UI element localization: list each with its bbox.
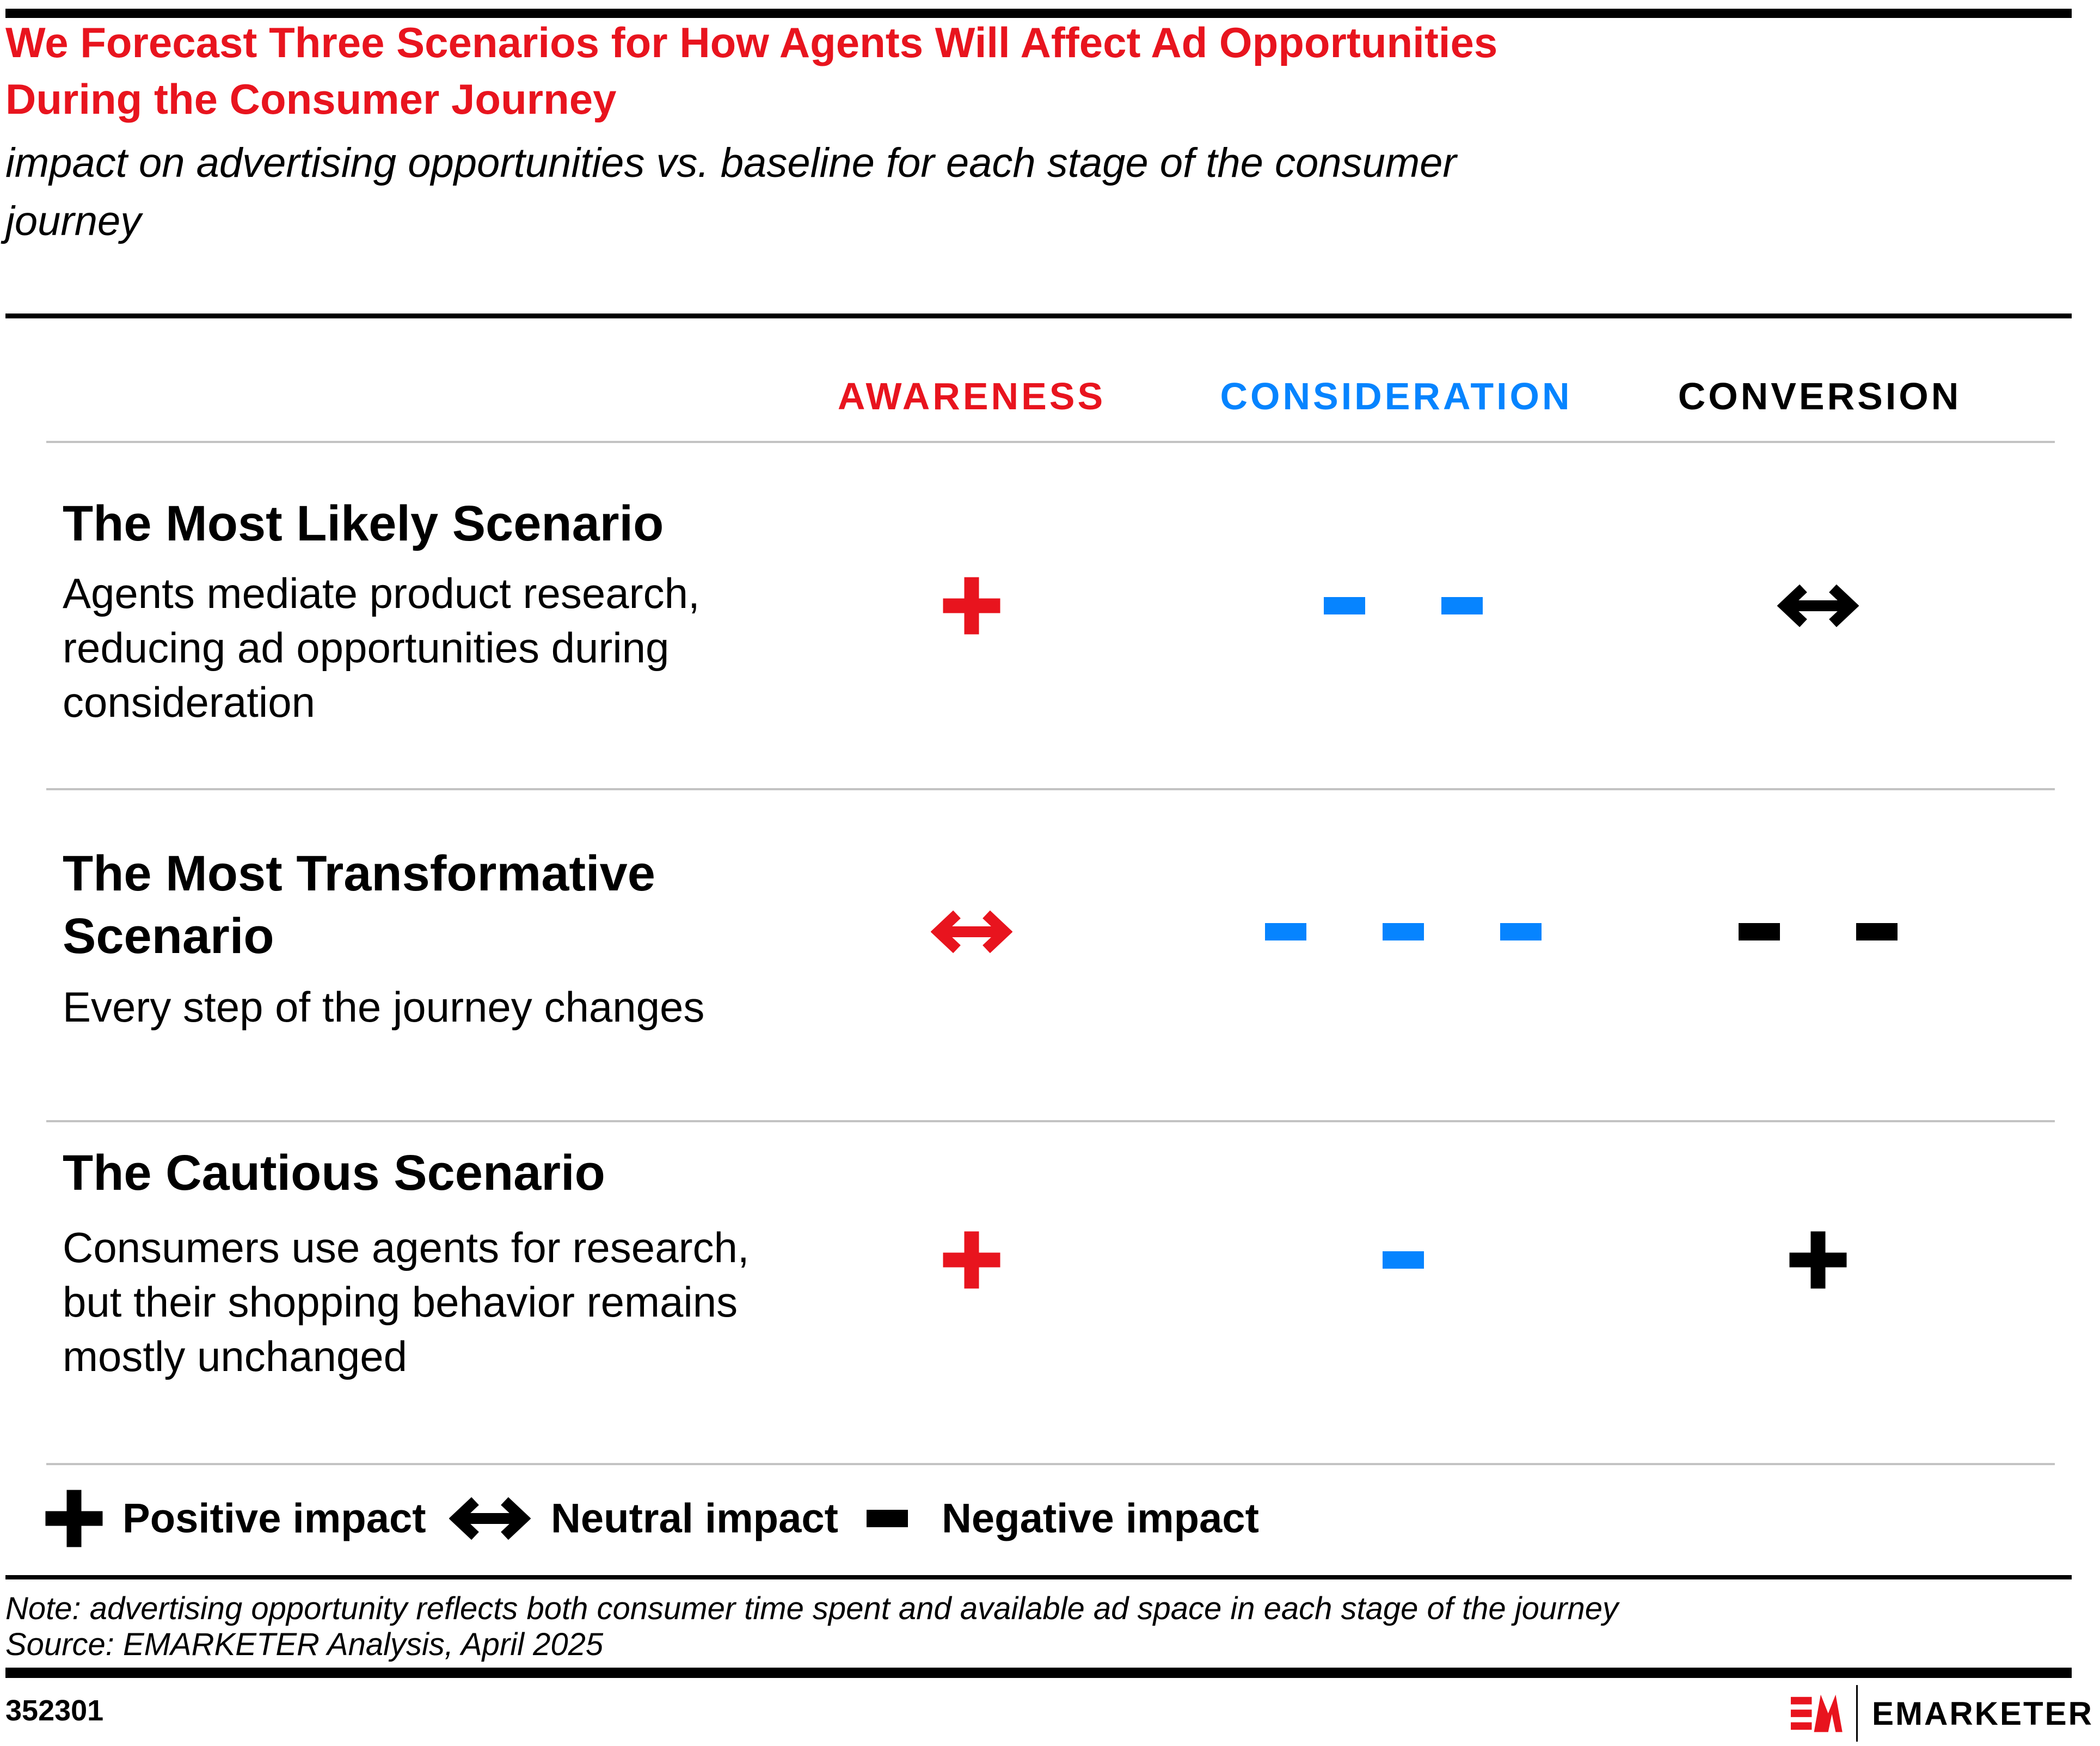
scenario-3-description: Consumers use agents for research, but t…	[63, 1224, 750, 1380]
minus-icon	[1500, 923, 1542, 940]
scenario-1-awareness-symbols	[943, 577, 1000, 635]
scenario-1-heading: The Most Likely Scenario	[63, 496, 664, 551]
chart-id: 352301	[5, 1694, 104, 1727]
source-text: Source: EMARKETER Analysis, April 2025	[5, 1627, 604, 1662]
chart-subtitle: impact on advertising opportunities vs. …	[5, 140, 1457, 244]
emarketer-logo-mark-icon	[1791, 1694, 1843, 1732]
legend-neutral-label: Neutral impact	[551, 1495, 838, 1542]
scenario-2-heading: The Most Transformative Scenario	[63, 846, 655, 964]
footer-bar	[5, 1668, 2072, 1678]
minus-icon	[1383, 1251, 1424, 1269]
scenario-1-description: Agents mediate product research, reducin…	[63, 569, 700, 726]
column-header-conversion: CONVERSION	[1678, 375, 1962, 417]
column-header-awareness: AWARENESS	[837, 375, 1106, 417]
minus-icon	[867, 1510, 908, 1527]
scenario-3-consideration-symbols	[1383, 1251, 1424, 1269]
minus-icon	[1441, 597, 1483, 614]
plus-icon	[1789, 1231, 1847, 1289]
emarketer-logotype: EMARKETER	[1871, 1695, 2093, 1732]
row-separator	[46, 441, 2055, 443]
row-separator	[46, 1120, 2055, 1122]
scenario-3-heading: The Cautious Scenario	[63, 1145, 605, 1201]
double-arrow-icon	[449, 1497, 531, 1540]
scenario-1-conversion-symbols	[1777, 583, 1859, 629]
scenario-2-conversion-symbols	[1739, 923, 1898, 940]
legend-negative-label: Negative impact	[942, 1495, 1259, 1542]
scenario-2-description: Every step of the journey changes	[63, 983, 705, 1031]
scenario-3-conversion-symbols	[1789, 1231, 1847, 1289]
minus-icon	[1265, 923, 1306, 940]
scenario-2-consideration-symbols	[1265, 923, 1542, 940]
chart-title: We Forecast Three Scenarios for How Agen…	[5, 19, 1498, 123]
plus-icon	[943, 1231, 1000, 1289]
neutral-impact-icon	[449, 1496, 531, 1541]
legend-positive-label: Positive impact	[122, 1495, 426, 1542]
divider-above-note	[5, 1575, 2072, 1579]
double-arrow-icon	[931, 910, 1012, 954]
minus-icon	[1383, 923, 1424, 940]
logo-divider	[1856, 1685, 1858, 1742]
emarketer-logo: EMARKETER	[1791, 1685, 2093, 1742]
divider-under-subtitle	[5, 313, 2072, 318]
double-arrow-icon	[1777, 584, 1859, 628]
negative-impact-icon	[867, 1510, 908, 1527]
minus-icon	[1324, 597, 1365, 614]
scenario-1-consideration-symbols	[1324, 597, 1483, 614]
scenario-3-awareness-symbols	[943, 1231, 1000, 1289]
positive-impact-icon	[45, 1490, 103, 1547]
minus-icon	[1856, 923, 1898, 940]
minus-icon	[1739, 923, 1780, 940]
scenario-2-awareness-symbols	[931, 909, 1012, 955]
row-separator	[46, 788, 2055, 790]
legend-separator	[46, 1463, 2055, 1465]
top-accent-bar	[5, 9, 2072, 18]
column-header-consideration: CONSIDERATION	[1220, 375, 1573, 417]
plus-icon	[943, 577, 1000, 635]
note-text: Note: advertising opportunity reflects b…	[5, 1591, 1618, 1626]
plus-icon	[45, 1490, 103, 1547]
